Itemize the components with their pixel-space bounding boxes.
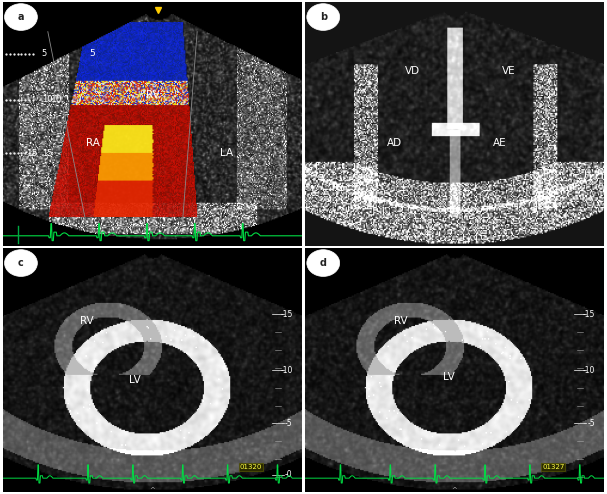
Text: 10: 10	[51, 95, 63, 104]
Text: -15: -15	[280, 310, 293, 319]
Text: VE: VE	[501, 66, 515, 76]
Text: a: a	[18, 12, 24, 22]
Text: LV: LV	[129, 375, 140, 385]
Text: 5: 5	[90, 49, 95, 58]
Text: -5: -5	[285, 419, 293, 428]
Circle shape	[4, 249, 38, 277]
Text: RV: RV	[146, 90, 159, 100]
Text: VD: VD	[405, 66, 421, 76]
Text: d: d	[320, 258, 327, 268]
Text: AD: AD	[387, 138, 402, 148]
Text: -10: -10	[583, 366, 595, 374]
Circle shape	[307, 3, 340, 31]
Text: -10: -10	[280, 366, 293, 374]
Text: ^: ^	[149, 487, 155, 493]
Text: 15: 15	[27, 149, 39, 158]
Text: RA: RA	[86, 138, 100, 148]
Text: LV: LV	[443, 372, 455, 382]
Text: 01327: 01327	[542, 464, 565, 470]
Text: b: b	[320, 12, 327, 22]
Text: LA: LA	[220, 148, 234, 158]
Text: 5: 5	[42, 49, 47, 58]
Text: -0: -0	[285, 470, 293, 479]
Text: -15: -15	[583, 310, 595, 319]
Text: -5: -5	[588, 419, 595, 428]
Circle shape	[4, 3, 38, 31]
Text: ^: ^	[452, 487, 458, 493]
Text: 10: 10	[42, 95, 52, 104]
Text: 15: 15	[42, 149, 52, 158]
Text: RV: RV	[80, 316, 93, 327]
Circle shape	[307, 249, 340, 277]
Text: RV: RV	[394, 316, 408, 327]
Text: AE: AE	[493, 138, 506, 148]
Text: 01320: 01320	[240, 464, 262, 470]
Text: c: c	[18, 258, 24, 268]
